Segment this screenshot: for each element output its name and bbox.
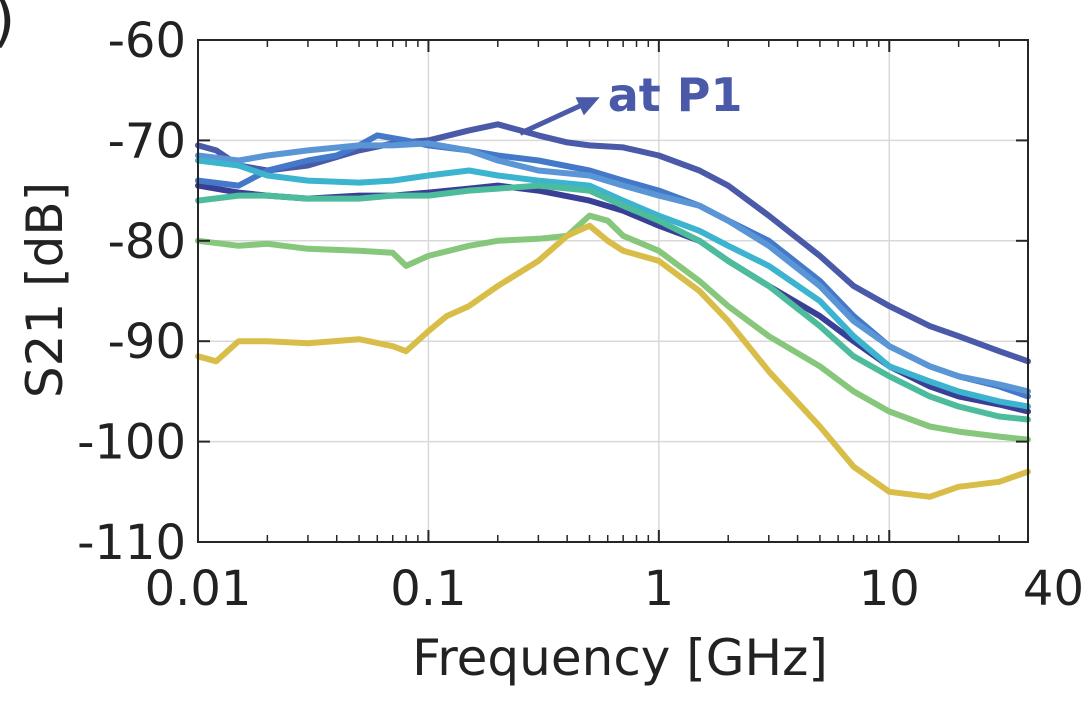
x-axis-label: Frequency [GHz] <box>412 629 828 687</box>
series-line-4 <box>195 140 1031 395</box>
x-tick-label: 0.01 <box>145 561 252 617</box>
y-tick-label: -70 <box>108 113 186 169</box>
annotation: at P1 <box>519 68 743 136</box>
x-tick-label: 40 <box>1023 561 1084 617</box>
annotation-label: at P1 <box>608 68 743 122</box>
y-tick-label: -90 <box>108 314 186 370</box>
y-tick-label: -110 <box>77 515 186 571</box>
series-line-5 <box>195 157 1031 410</box>
y-tick-label: -80 <box>108 214 186 270</box>
plot-border <box>197 39 1029 543</box>
panel-label: ) <box>0 0 15 55</box>
series-line-1 <box>195 121 1031 365</box>
series-line-2 <box>195 182 1031 415</box>
y-tick-label: -60 <box>108 13 186 69</box>
series-layer <box>195 121 1031 500</box>
series-line-3 <box>195 132 1031 400</box>
series-line-6 <box>195 182 1031 423</box>
x-tick-label: 0.1 <box>390 561 466 617</box>
x-tick-label: 10 <box>859 561 920 617</box>
series-line-8 <box>195 222 1031 500</box>
annotation-arrow <box>519 100 587 136</box>
y-axis-label: S21 [dB] <box>16 182 74 398</box>
series-line-7 <box>195 212 1031 443</box>
annotation-arrowhead <box>575 97 600 116</box>
plot-frame <box>197 39 1029 543</box>
tick-marks <box>197 39 1029 543</box>
tick-labels: 0.01 0.1 1 10 40 -60 -70 -80 -90 -100 -110 <box>77 13 1084 617</box>
y-tick-label: -100 <box>77 415 186 471</box>
x-tick-label: 1 <box>644 561 675 617</box>
